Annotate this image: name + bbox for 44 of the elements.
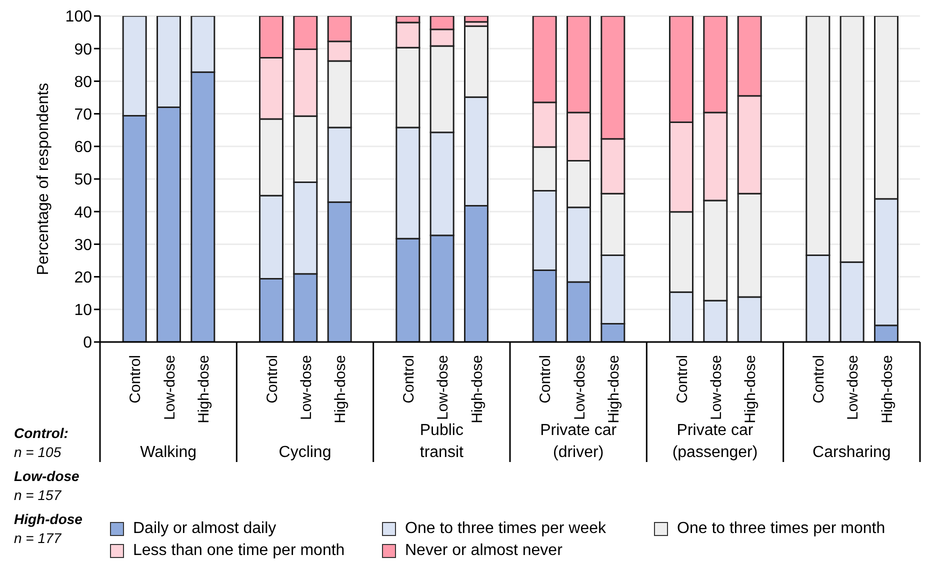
text: High-dose n = 177 (14, 510, 82, 548)
y-tick-label: 70 (74, 106, 92, 124)
x-tick-label: Low-dose (844, 355, 862, 420)
x-tick-label: High-dose (468, 355, 486, 424)
y-tick-label: 10 (74, 302, 92, 320)
y-tick-label: 100 (65, 8, 92, 26)
text: Private car (driver) (540, 422, 618, 461)
x-tick-label: Control (810, 355, 828, 404)
y-axis-title: Percentage of respondents (35, 82, 52, 276)
x-tick-label: Control (127, 355, 144, 404)
legend-label: Less than one time per month (133, 542, 345, 560)
x-tick-label: Control (400, 355, 418, 404)
x-tick-label: Low-dose (161, 355, 178, 420)
y-tick-label: 50 (74, 172, 92, 189)
y-tick-label: 80 (74, 74, 92, 91)
y-tick-label: 0 (83, 334, 92, 352)
y-tick-label: 30 (74, 236, 92, 254)
text: Walking (140, 444, 196, 461)
legend-label: Never or almost never (405, 542, 562, 560)
x-tick-label: High-dose (332, 355, 350, 424)
text: Cycling (278, 444, 332, 461)
text: Public transit (420, 422, 464, 461)
text: Private car (passenger) (672, 422, 758, 461)
x-tick-label: Low-dose (708, 355, 725, 420)
x-tick-label: Control (674, 355, 691, 404)
x-tick-label: Low-dose (434, 355, 452, 420)
y-tick-label: 40 (74, 204, 92, 222)
x-tick-label: High-dose (606, 355, 622, 424)
x-tick-label: High-dose (196, 355, 212, 424)
x-tick-label: High-dose (878, 355, 896, 424)
legend-label: One to three times per week (405, 520, 606, 538)
y-tick-label: 60 (74, 139, 92, 156)
x-tick-label: Low-dose (571, 355, 588, 420)
text: Carsharing (812, 444, 891, 461)
y-tick-label: 20 (74, 269, 92, 286)
x-tick-label: Control (537, 355, 554, 404)
text: Low-dose n = 157 (14, 467, 80, 505)
y-tick-label: 90 (74, 41, 92, 58)
x-tick-label: Control (264, 355, 281, 404)
x-tick-label: Low-dose (298, 355, 315, 420)
text: Control: n = 105 (14, 424, 70, 462)
legend-label: Daily or almost daily (133, 520, 276, 538)
x-tick-label: High-dose (742, 355, 760, 424)
legend-label: One to three times per month (677, 520, 886, 538)
